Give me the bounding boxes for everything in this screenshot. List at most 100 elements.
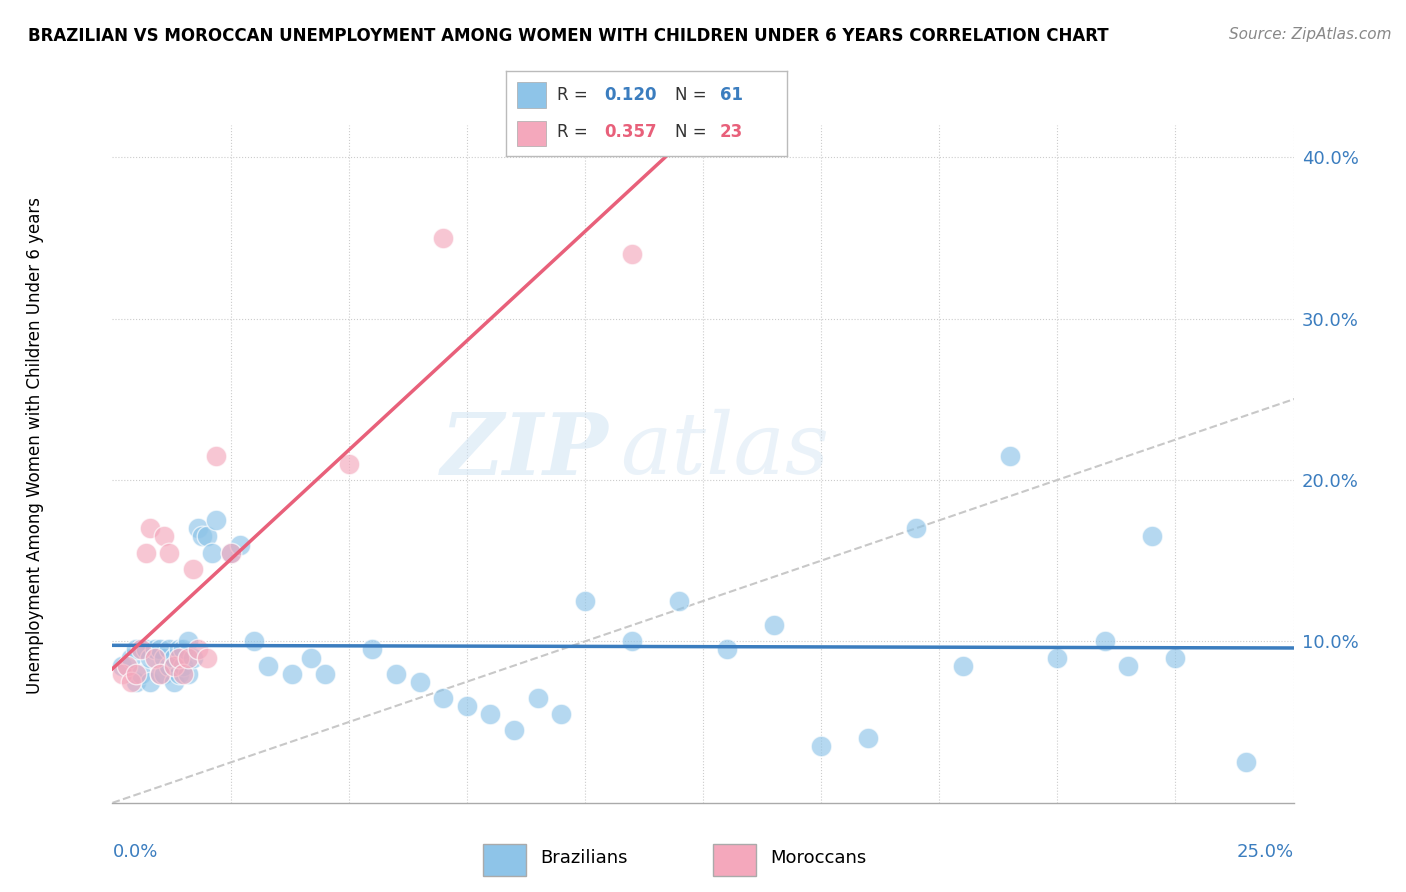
Point [1234,756,1257,770]
Point [149,666,172,681]
Point [181,562,204,576]
Point [1094,634,1116,648]
Point [219,546,242,560]
Point [432,690,454,705]
Point [229,537,252,551]
Text: 23: 23 [720,123,744,141]
Point [143,642,166,657]
Point [621,634,644,648]
Text: Moroccans: Moroccans [770,848,866,866]
Point [111,658,134,673]
Point [157,658,180,673]
Point [177,650,200,665]
Point [139,674,162,689]
Point [479,706,502,721]
Point [163,650,186,665]
Text: N =: N = [675,87,711,104]
Text: Source: ZipAtlas.com: Source: ZipAtlas.com [1229,27,1392,42]
Point [195,650,218,665]
Point [139,521,162,535]
Point [858,731,880,746]
Point [195,529,218,543]
Point [143,650,166,665]
Point [550,706,572,721]
Point [299,650,322,665]
Point [621,247,644,261]
Point [998,449,1021,463]
Point [181,650,204,665]
Point [172,642,194,657]
Text: BRAZILIAN VS MOROCCAN UNEMPLOYMENT AMONG WOMEN WITH CHILDREN UNDER 6 YEARS CORRE: BRAZILIAN VS MOROCCAN UNEMPLOYMENT AMONG… [28,27,1109,45]
Text: R =: R = [557,123,593,141]
Point [135,546,157,560]
Text: 0.0%: 0.0% [112,843,157,861]
Point [574,594,596,608]
Text: Unemployment Among Women with Children Under 6 years: Unemployment Among Women with Children U… [27,197,44,695]
Point [125,674,148,689]
Bar [484,844,526,876]
Point [167,666,190,681]
Point [172,658,194,673]
Point [149,666,172,681]
Point [408,674,430,689]
Point [139,650,162,665]
Point [129,666,152,681]
Point [762,618,785,632]
Point [111,666,134,681]
Text: ZIP: ZIP [440,409,609,492]
Point [163,658,186,673]
Point [281,666,304,681]
Bar [713,844,755,876]
Point [191,529,214,543]
Text: R =: R = [557,87,593,104]
Point [243,634,266,648]
Point [904,521,927,535]
Text: 61: 61 [720,87,742,104]
Text: 0.357: 0.357 [605,123,657,141]
Point [153,666,176,681]
Point [177,634,200,648]
Point [1140,529,1163,543]
Text: atlas: atlas [620,409,830,491]
Point [257,658,280,673]
Point [1046,650,1069,665]
Point [120,650,142,665]
Point [361,642,384,657]
Point [385,666,408,681]
Text: 25.0%: 25.0% [1236,843,1294,861]
Point [186,521,208,535]
Point [149,642,172,657]
Point [526,690,548,705]
Point [167,650,190,665]
Point [456,698,478,713]
Point [125,666,148,681]
Text: 0.120: 0.120 [605,87,657,104]
Point [337,457,360,471]
Point [503,723,526,738]
Text: N =: N = [675,123,711,141]
Point [120,674,142,689]
Point [157,546,180,560]
Point [314,666,336,681]
Point [186,642,208,657]
Point [163,674,186,689]
Point [952,658,974,673]
Text: Brazilians: Brazilians [540,848,628,866]
Point [177,666,200,681]
Point [205,449,228,463]
Point [432,231,454,245]
Point [201,546,224,560]
Point [167,642,190,657]
Point [115,658,138,673]
Bar [517,82,546,108]
Point [129,642,152,657]
Point [153,529,176,543]
Point [157,642,180,657]
Point [219,546,242,560]
Point [125,642,148,657]
Point [172,666,194,681]
Point [1164,650,1187,665]
Point [153,650,176,665]
Point [135,642,157,657]
Point [668,594,690,608]
